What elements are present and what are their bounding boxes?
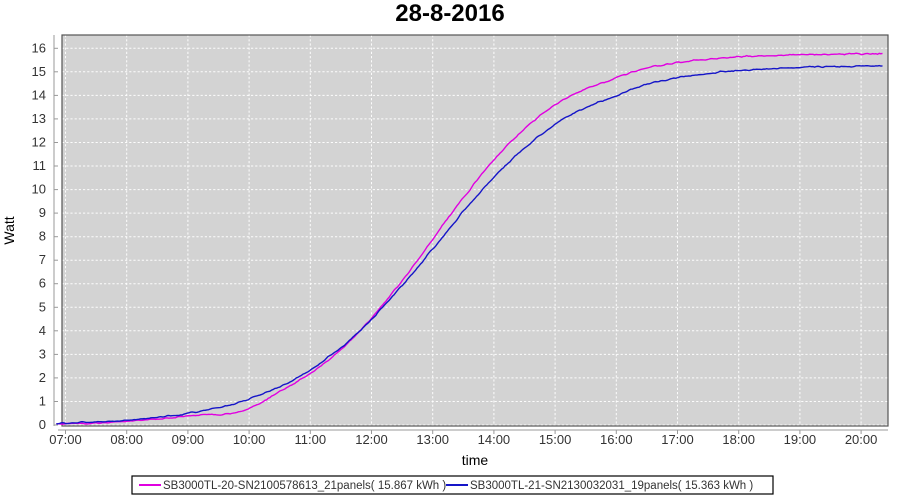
svg-text:12: 12 [32, 135, 46, 150]
svg-text:7: 7 [39, 252, 46, 267]
svg-text:13: 13 [32, 111, 46, 126]
svg-text:12:00: 12:00 [355, 432, 388, 447]
svg-text:28-8-2016: 28-8-2016 [395, 0, 504, 27]
svg-text:17:00: 17:00 [661, 432, 694, 447]
svg-text:10:00: 10:00 [233, 432, 266, 447]
svg-text:14: 14 [32, 87, 46, 102]
svg-text:2: 2 [39, 370, 46, 385]
svg-text:SB3000TL-21-SN2130032031_19pan: SB3000TL-21-SN2130032031_19panels( 15.36… [470, 480, 753, 492]
svg-text:11: 11 [33, 158, 47, 173]
svg-text:9: 9 [39, 205, 46, 220]
svg-text:4: 4 [39, 323, 46, 338]
svg-text:16: 16 [32, 40, 46, 55]
svg-text:18:00: 18:00 [722, 432, 755, 447]
svg-text:6: 6 [39, 276, 46, 291]
svg-text:5: 5 [39, 299, 46, 314]
svg-text:Watt: Watt [1, 216, 17, 244]
svg-text:SB3000TL-20-SN2100578613_21pan: SB3000TL-20-SN2100578613_21panels( 15.86… [163, 480, 446, 492]
svg-text:3: 3 [39, 346, 46, 361]
svg-text:14:00: 14:00 [478, 432, 511, 447]
svg-text:time: time [462, 452, 489, 468]
svg-text:15:00: 15:00 [539, 432, 572, 447]
svg-text:09:00: 09:00 [172, 432, 205, 447]
svg-text:13:00: 13:00 [416, 432, 449, 447]
svg-text:1: 1 [39, 394, 46, 409]
svg-text:07:00: 07:00 [49, 432, 82, 447]
svg-text:15: 15 [32, 64, 46, 79]
svg-text:16:00: 16:00 [600, 432, 633, 447]
svg-text:0: 0 [39, 417, 46, 432]
svg-text:11:00: 11:00 [295, 432, 327, 447]
svg-text:10: 10 [32, 182, 46, 197]
svg-text:19:00: 19:00 [784, 432, 817, 447]
svg-text:8: 8 [39, 229, 46, 244]
svg-text:08:00: 08:00 [110, 432, 143, 447]
svg-text:20:00: 20:00 [845, 432, 878, 447]
